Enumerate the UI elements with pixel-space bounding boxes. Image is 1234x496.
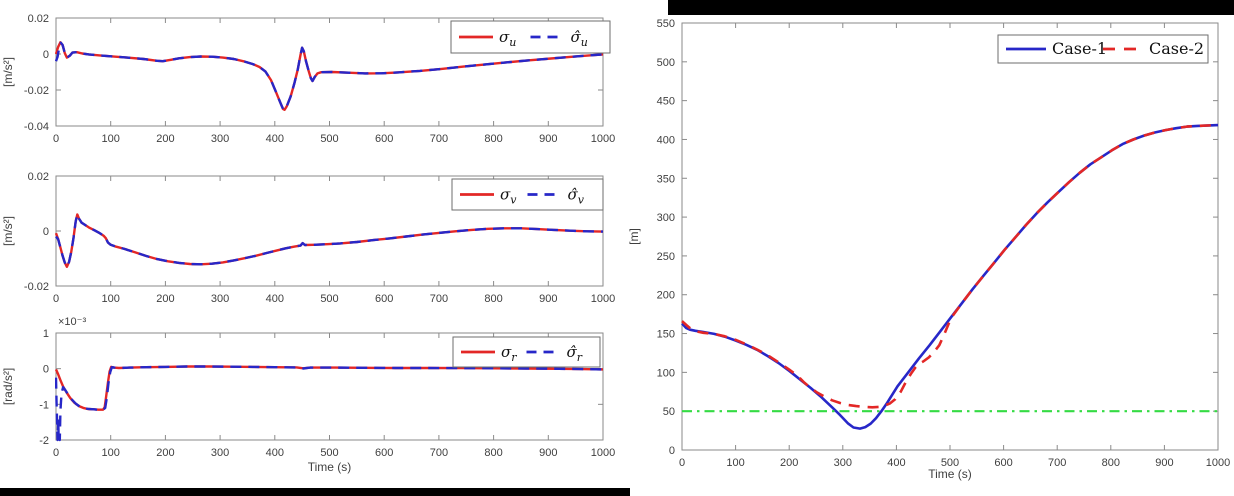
y-tick-label: 550	[657, 18, 675, 30]
y-axis-label: [m/s²]	[1, 216, 15, 246]
x-axis-label: Time (s)	[928, 467, 972, 481]
x-tick-label: 0	[53, 293, 59, 305]
x-tick-label: 600	[375, 447, 393, 459]
y-tick-label: 0.02	[28, 13, 49, 25]
y-tick-label: 0	[43, 364, 49, 376]
y-tick-label: 0	[43, 49, 49, 61]
x-tick-label: 700	[430, 293, 448, 305]
y-tick-label: 300	[657, 212, 675, 224]
plot-sigma-v: 0 100 200 300 400 500 600 700 800 900 1000 0.02 0 -0.…	[1, 171, 615, 305]
redaction-bar-top	[668, 0, 1234, 15]
x-tick-label: 500	[320, 133, 338, 145]
x-tick-label: 800	[484, 293, 502, 305]
x-tick-label: 900	[539, 293, 557, 305]
y-tick-label: 450	[657, 96, 675, 108]
y-tick-label: 400	[657, 134, 675, 146]
y-tick-label: 50	[663, 406, 675, 418]
series-case_2	[681, 123, 1219, 409]
x-tick-label: 700	[430, 133, 448, 145]
y-tick-label: 0	[669, 445, 675, 457]
x-tick-label: 900	[1155, 457, 1173, 469]
x-tick-label: 900	[539, 447, 557, 459]
y-tick-label: -0.04	[24, 121, 49, 133]
x-tick-label: 200	[156, 133, 174, 145]
x-tick-label: 900	[539, 133, 557, 145]
x-tick-label: 500	[320, 447, 338, 459]
x-tick-label: 700	[1048, 457, 1066, 469]
x-tick-label: 700	[430, 447, 448, 459]
legend-label: σv	[500, 186, 517, 207]
series-sigma_r_hat	[55, 365, 604, 442]
x-tick-label: 300	[211, 293, 229, 305]
x-tick-label: 1000	[591, 293, 615, 305]
series-sigma_v_hat	[55, 213, 604, 268]
y-axis-label: [m]	[627, 228, 641, 245]
y-tick-label: 100	[657, 367, 675, 379]
x-tick-label: 300	[211, 447, 229, 459]
x-tick-label: 100	[102, 447, 120, 459]
y-tick-label: -0.02	[24, 85, 49, 97]
legend-label: σr	[501, 343, 517, 364]
x-axis-label: Time (s)	[308, 460, 352, 474]
y-tick-label: -2	[39, 435, 49, 447]
y-tick-label: 1	[43, 328, 49, 340]
series-sigma_r	[55, 365, 604, 411]
x-tick-label: 0	[53, 133, 59, 145]
legend-label: σ̂u	[571, 28, 588, 49]
x-tick-label: 800	[484, 133, 502, 145]
x-tick-label: 800	[1102, 457, 1120, 469]
y-axis-label: [m/s²]	[1, 57, 15, 87]
redaction-bar-bottom	[0, 488, 630, 496]
y-tick-label: 0	[43, 226, 49, 238]
x-tick-label: 1000	[1206, 457, 1230, 469]
x-tick-label: 600	[375, 293, 393, 305]
x-tick-label: 200	[156, 447, 174, 459]
legend-label: σ̂v	[568, 186, 585, 207]
x-tick-label: 300	[834, 457, 852, 469]
series-sigma_v	[55, 213, 604, 268]
x-tick-label: 800	[484, 447, 502, 459]
legend-label: σ̂r	[567, 343, 583, 364]
x-tick-label: 400	[266, 447, 284, 459]
plot-sigma-r: 0 100 200 300 400 500 600 700 800 900 1000 1 0 -1 -2 [r…	[1, 316, 615, 474]
x-tick-label: 400	[266, 293, 284, 305]
x-tick-label: 200	[156, 293, 174, 305]
x-tick-label: 100	[102, 133, 120, 145]
y-tick-label: 0.02	[28, 171, 49, 183]
y-tick-label: 200	[657, 290, 675, 302]
x-tick-label: 400	[266, 133, 284, 145]
y-tick-label: 500	[657, 57, 675, 69]
y-tick-label: -0.02	[24, 281, 49, 293]
series-sigma_u_hat	[55, 41, 604, 112]
x-tick-label: 100	[726, 457, 744, 469]
x-tick-label: 500	[941, 457, 959, 469]
x-tick-label: 600	[994, 457, 1012, 469]
y-tick-label: 250	[657, 251, 675, 263]
y-tick-label: -1	[39, 399, 49, 411]
y-tick-label: 150	[657, 329, 675, 341]
plot-sigma-u: 0 100 200 300 400 500 600 700 800 900 1000 0.02 0 -0.…	[1, 13, 615, 145]
legend-label: Case-1	[1052, 39, 1107, 58]
series-case_1	[681, 123, 1219, 430]
y-tick-label: 350	[657, 173, 675, 185]
x-tick-label: 0	[53, 447, 59, 459]
x-tick-label: 1000	[591, 447, 615, 459]
axes-box	[681, 22, 1219, 451]
x-tick-label: 0	[679, 457, 685, 469]
legend-label: Case-2	[1149, 39, 1204, 58]
x-tick-label: 1000	[591, 133, 615, 145]
x-tick-label: 200	[780, 457, 798, 469]
x-tick-label: 100	[102, 293, 120, 305]
plot-distance: 0 100 200 300 400 500 600 700 800 900 100055050045…	[627, 18, 1230, 481]
x-tick-label: 600	[375, 133, 393, 145]
x-tick-label: 300	[211, 133, 229, 145]
axis-multiplier: ×10⁻³	[58, 316, 86, 328]
y-axis-label: [rad/s²]	[1, 368, 15, 405]
legend-label: σu	[499, 28, 516, 49]
x-tick-label: 400	[887, 457, 905, 469]
x-tick-label: 500	[320, 293, 338, 305]
